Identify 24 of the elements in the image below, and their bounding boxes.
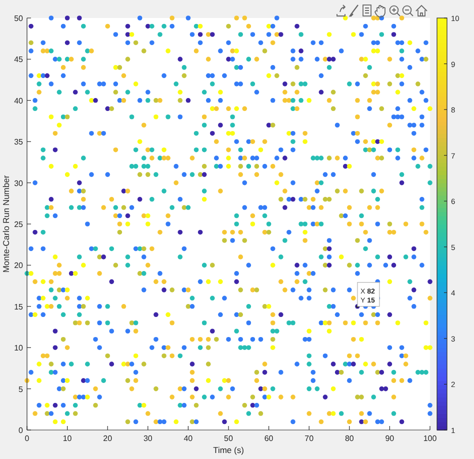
y-axis-title: Monte-Carlo Run Number [1, 175, 11, 273]
y-tick-label: 5 [18, 384, 24, 394]
x-tick-label: 50 [224, 434, 234, 443]
y-tick-label: 30 [14, 178, 24, 188]
y-tick-label: 15 [14, 302, 24, 312]
x-tick-label: 10 [62, 434, 72, 443]
x-tick-label: 100 [423, 434, 438, 443]
x-tick-label: 60 [264, 434, 274, 443]
y-tick-label: 40 [14, 96, 24, 106]
x-tick-label: 0 [24, 434, 30, 443]
y-tick-label: 50 [14, 14, 24, 23]
y-tick-label: 25 [14, 220, 24, 229]
x-axis-title: Time (s) [213, 445, 244, 455]
y-tick-label: 10 [14, 344, 24, 353]
x-tick-label: 30 [143, 434, 153, 443]
x-tick-label: 90 [385, 434, 395, 443]
y-tick-label: 0 [18, 426, 24, 435]
x-tick-label: 20 [103, 434, 113, 443]
x-tick-label: 40 [184, 434, 194, 443]
x-tick-label: 80 [344, 434, 354, 443]
y-tick-label: 20 [14, 261, 24, 270]
x-tick-label: 70 [304, 434, 314, 443]
y-tick-label: 45 [14, 55, 24, 64]
y-tick-label: 35 [14, 138, 24, 147]
